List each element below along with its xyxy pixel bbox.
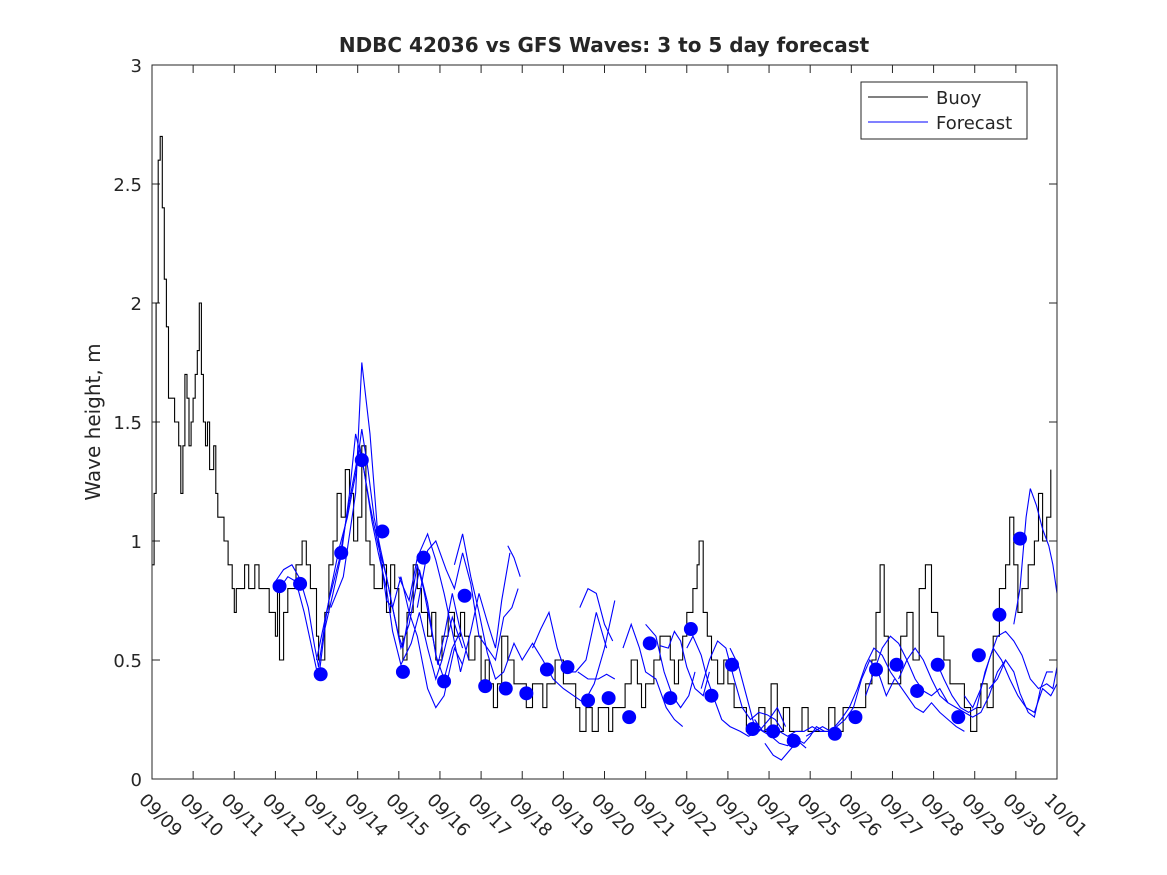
forecast-marker [416,550,431,565]
forecast-marker [766,724,781,739]
forecast-series-line [416,539,519,662]
forecast-marker [725,657,740,672]
legend-box [860,81,1028,140]
forecast-series-line [579,587,614,642]
plot-area [152,65,1057,779]
y-tick-label: 3 [131,56,142,77]
y-tick-label: 1 [131,532,142,553]
forecast-marker [869,662,883,677]
forecast-marker [745,722,760,737]
legend-forecast-label: Forecast [936,113,1012,134]
forecast-marker [457,588,472,603]
forecast-series-line [1013,488,1058,625]
forecast-marker [437,674,452,689]
chart-title: NDBC 42036 vs GFS Waves: 3 to 5 day fore… [339,33,870,57]
forecast-marker [663,691,678,706]
y-tick-label: 2 [131,294,142,315]
y-tick-label: 0 [131,770,142,791]
forecast-marker [581,693,596,708]
plot-frame [151,64,1058,780]
forecast-marker [992,607,1007,622]
forecast-marker [601,691,616,706]
forecast-marker [642,636,657,651]
forecast-marker [889,657,904,672]
forecast-marker [786,733,801,748]
forecast-series-line [659,630,710,697]
forecast-series-line [507,545,521,577]
forecast-series-line [700,640,784,732]
forecast-marker [560,660,575,675]
forecast-marker [930,657,945,672]
forecast-series-line [622,622,684,728]
forecast-marker [827,726,842,741]
forecast-marker [498,681,513,696]
series-layer [152,135,1058,761]
y-tick-label: 2.5 [113,175,142,196]
forecast-marker [704,688,719,703]
forecast-series-line [330,362,464,709]
forecast-marker [622,710,637,725]
forecast-series-line [686,634,787,737]
forecast-series-line [988,658,1053,719]
forecast-marker [375,524,390,539]
forecast-marker [293,576,308,591]
y-tick-label: 1.5 [113,413,142,434]
forecast-marker [971,648,986,663]
y-axis-label: Wave height, m [81,343,105,500]
forecast-marker [334,545,349,560]
forecast-series-line [577,671,616,680]
forecast-series-line [898,647,1007,718]
buoy-series-line [152,135,1052,732]
legend: Buoy Forecast [860,81,1028,140]
y-tick-label: 0.5 [113,651,142,672]
forecast-marker [478,679,493,694]
forecast-marker [539,662,554,677]
legend-buoy-label: Buoy [936,88,982,109]
forecast-marker [395,664,410,679]
forecast-marker [1012,531,1027,546]
forecast-marker [272,579,287,594]
forecast-marker [683,622,698,637]
forecast-marker [313,667,328,682]
forecast-series-line [963,630,1058,709]
forecast-marker [519,686,534,701]
forecast-marker [354,453,369,468]
forecast-marker [910,683,925,698]
forecast-marker [848,710,863,725]
forecast-marker [951,710,966,725]
